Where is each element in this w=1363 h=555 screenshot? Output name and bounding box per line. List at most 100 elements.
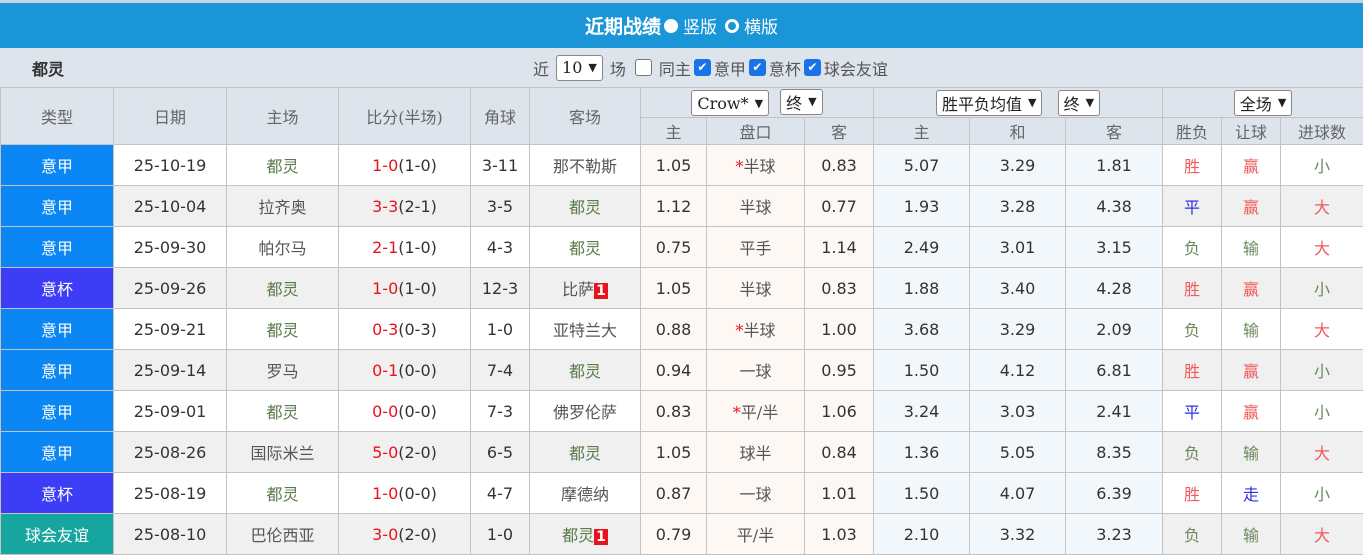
team-name[interactable]: 罗马 xyxy=(266,362,299,381)
ah-line: 一球 xyxy=(706,472,805,514)
home-team[interactable]: 都灵 xyxy=(226,267,339,309)
league-label: 球会友谊 xyxy=(823,59,888,79)
chevron-down-icon: ▼ xyxy=(1277,96,1287,109)
match-result: 胜 xyxy=(1162,472,1223,514)
ah-home-odds: 0.88 xyxy=(640,308,707,350)
team-name[interactable]: 都灵 xyxy=(266,157,299,176)
league-checkbox-coppa[interactable]: ✔ xyxy=(748,59,766,76)
period-select[interactable]: 全场 ▼ xyxy=(1233,89,1293,116)
team-name[interactable]: 帕尔马 xyxy=(258,239,307,258)
match-score[interactable]: 0-3(0-3) xyxy=(338,308,471,350)
home-team[interactable]: 都灵 xyxy=(226,390,339,432)
away-team[interactable]: 亚特兰大 xyxy=(529,308,641,350)
header-result: 胜负 xyxy=(1162,117,1223,145)
team-name[interactable]: 都灵 xyxy=(266,403,299,422)
radio-vertical[interactable] xyxy=(664,18,678,33)
match-type[interactable]: 意甲 xyxy=(0,185,114,227)
match-date: 25-08-19 xyxy=(113,472,227,514)
home-team[interactable]: 帕尔马 xyxy=(226,226,339,268)
team-name[interactable]: 都灵 xyxy=(266,485,299,504)
team-name[interactable]: 拉齐奥 xyxy=(258,198,307,217)
home-team[interactable]: 拉齐奥 xyxy=(226,185,339,227)
team-name[interactable]: 都灵 xyxy=(568,444,601,463)
away-team[interactable]: 都灵 xyxy=(529,185,641,227)
match-type[interactable]: 意杯 xyxy=(0,472,114,514)
match-type[interactable]: 意甲 xyxy=(0,308,114,350)
same-home-checkbox[interactable] xyxy=(634,59,652,76)
team-name[interactable]: 都灵 xyxy=(568,362,601,381)
league-checkbox-friendly[interactable]: ✔ xyxy=(803,59,821,76)
option-vertical-label[interactable]: 竖版 xyxy=(683,18,717,38)
match-date: 25-09-01 xyxy=(113,390,227,432)
half-score: (2-0) xyxy=(398,442,437,462)
team-name[interactable]: 亚特兰大 xyxy=(552,321,617,340)
eu-home-odds: 1.50 xyxy=(873,349,971,391)
match-date: 25-08-10 xyxy=(113,513,227,555)
home-team[interactable]: 都灵 xyxy=(226,144,339,186)
match-score[interactable]: 0-0(0-0) xyxy=(338,390,471,432)
goals-result: 小 xyxy=(1280,472,1363,514)
eu-draw-odds: 3.03 xyxy=(969,390,1067,432)
away-team[interactable]: 都灵 xyxy=(529,431,641,473)
away-team[interactable]: 都灵 1 xyxy=(529,513,641,555)
match-count-select[interactable]: 10 ▼ xyxy=(556,54,603,81)
home-team[interactable]: 巴伦西亚 xyxy=(226,513,339,555)
europe-stage-select[interactable]: 终 ▼ xyxy=(1057,89,1101,116)
match-score[interactable]: 1-0(0-0) xyxy=(338,472,471,514)
league-checkbox-serie-a[interactable]: ✔ xyxy=(693,59,711,76)
team-name[interactable]: 都灵 xyxy=(266,280,299,299)
ah-home-odds: 1.05 xyxy=(640,267,707,309)
handicap-line-value: *半球 xyxy=(735,321,776,340)
match-type[interactable]: 意甲 xyxy=(0,144,114,186)
radio-horizontal[interactable] xyxy=(725,18,739,33)
team-name[interactable]: 摩德纳 xyxy=(560,485,609,504)
team-name[interactable]: 那不勒斯 xyxy=(552,157,617,176)
header-europe-controls: 胜平负均值 ▼ 终 ▼ xyxy=(873,87,1164,118)
match-score[interactable]: 3-3(2-1) xyxy=(338,185,471,227)
match-score[interactable]: 1-0(1-0) xyxy=(338,267,471,309)
match-type[interactable]: 意杯 xyxy=(0,267,114,309)
full-score: 0-3 xyxy=(372,319,399,339)
away-team[interactable]: 摩德纳 xyxy=(529,472,641,514)
odds-value: 1.06 xyxy=(821,401,857,421)
away-team[interactable]: 那不勒斯 xyxy=(529,144,641,186)
team-name[interactable]: 都灵 xyxy=(266,321,299,340)
table-row: 意甲 25-09-14 罗马 0-1(0-0) 7-4 都灵 0.94 一球 0.95 1.50 4… xyxy=(0,349,1363,391)
match-type[interactable]: 球会友谊 xyxy=(0,513,114,555)
match-score[interactable]: 2-1(1-0) xyxy=(338,226,471,268)
team-name[interactable]: 比萨 xyxy=(562,280,595,299)
match-type[interactable]: 意甲 xyxy=(0,226,114,268)
home-team[interactable]: 都灵 xyxy=(226,472,339,514)
home-team[interactable]: 都灵 xyxy=(226,308,339,350)
match-type[interactable]: 意甲 xyxy=(0,390,114,432)
match-type[interactable]: 意甲 xyxy=(0,349,114,391)
header-handicap-result: 让球 xyxy=(1221,117,1282,145)
team-name[interactable]: 都灵 xyxy=(568,198,601,217)
home-team[interactable]: 国际米兰 xyxy=(226,431,339,473)
odds-type-select[interactable]: 胜平负均值 ▼ xyxy=(936,89,1043,116)
away-team[interactable]: 佛罗伦萨 xyxy=(529,390,641,432)
team-name[interactable]: 巴伦西亚 xyxy=(250,526,315,545)
match-date: 25-10-04 xyxy=(113,185,227,227)
match-score[interactable]: 1-0(1-0) xyxy=(338,144,471,186)
away-team[interactable]: 比萨 1 xyxy=(529,267,641,309)
company-select[interactable]: Crow* ▼ xyxy=(691,90,770,117)
same-home-label: 同主 xyxy=(658,59,691,79)
option-horizontal-label[interactable]: 横版 xyxy=(744,18,778,38)
table-row: 意杯 25-08-19 都灵 1-0(0-0) 4-7 摩德纳 0.87 一球 1.01 1.50… xyxy=(0,472,1363,514)
team-name[interactable]: 国际米兰 xyxy=(250,444,315,463)
match-score[interactable]: 0-1(0-0) xyxy=(338,349,471,391)
handicap-stage-select[interactable]: 终 ▼ xyxy=(780,88,823,115)
team-name[interactable]: 都灵 xyxy=(562,526,595,545)
team-name[interactable]: 佛罗伦萨 xyxy=(552,403,617,422)
home-team[interactable]: 罗马 xyxy=(226,349,339,391)
match-score[interactable]: 3-0(2-0) xyxy=(338,513,471,555)
team-name[interactable]: 都灵 xyxy=(568,239,601,258)
eu-draw-odds: 3.40 xyxy=(969,267,1067,309)
away-team[interactable]: 都灵 xyxy=(529,226,641,268)
full-score: 3-0 xyxy=(372,524,399,544)
table-row: 意甲 25-08-26 国际米兰 5-0(2-0) 6-5 都灵 1.05 球半 0.84 1.3… xyxy=(0,431,1363,473)
away-team[interactable]: 都灵 xyxy=(529,349,641,391)
match-type[interactable]: 意甲 xyxy=(0,431,114,473)
match-score[interactable]: 5-0(2-0) xyxy=(338,431,471,473)
